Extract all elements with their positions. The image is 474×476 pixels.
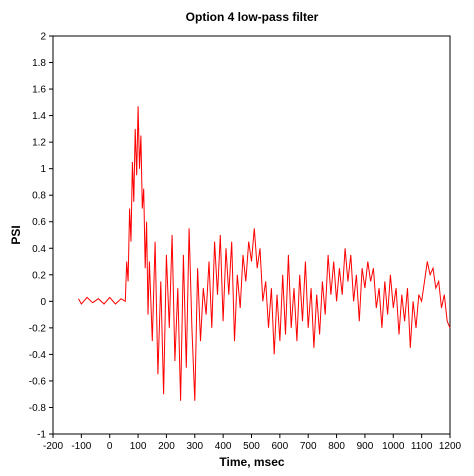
x-tick-label: 900: [357, 441, 374, 452]
x-tick-label: 1200: [439, 441, 462, 452]
y-tick-label: 1: [40, 164, 46, 175]
x-tick-label: 800: [328, 441, 345, 452]
x-tick-label: 200: [158, 441, 175, 452]
x-tick-label: 1000: [382, 441, 405, 452]
x-tick-label: 0: [107, 441, 113, 452]
y-tick-label: -0.2: [29, 323, 47, 334]
y-tick-label: 1.6: [32, 85, 46, 96]
x-tick-label: 700: [300, 441, 317, 452]
y-tick-label: 0.2: [32, 270, 46, 281]
x-axis: -200 -100 0 100 200 300 400 500 600 700 800 900 1000…: [43, 434, 462, 452]
x-tick-label: 600: [272, 441, 289, 452]
y-axis-label: PSI: [9, 225, 23, 244]
y-tick-label: 1.4: [32, 111, 46, 122]
y-tick-label: -1: [37, 430, 46, 441]
x-tick-label: 400: [215, 441, 232, 452]
x-tick-label: 1100: [411, 441, 433, 452]
y-tick-label: 1.2: [32, 138, 46, 149]
y-axis: -1 -0.8 -0.6 -0.4 -0.2 0 0.2 0.4 0.6 0.8 1 1.2 1.4 1.…: [29, 32, 53, 441]
y-tick-label: -0.6: [29, 376, 47, 387]
y-tick-label: 0.8: [32, 191, 46, 202]
plot-frame: [52, 35, 451, 435]
y-tick-label: -0.8: [29, 403, 47, 414]
x-tick-label: 500: [243, 441, 260, 452]
y-tick-label: 2: [40, 32, 46, 43]
y-tick-label: 0.4: [32, 244, 46, 255]
series-line-0: [78, 106, 451, 401]
y-tick-label: -0.4: [29, 350, 47, 361]
series-layer: [78, 106, 451, 401]
y-tick-label: 0: [40, 297, 46, 308]
x-tick-label: 100: [130, 441, 147, 452]
y-tick-label: 1.8: [32, 58, 46, 69]
chart-title: Option 4 low-pass filter: [186, 10, 319, 24]
x-axis-label: Time, msec: [219, 455, 284, 469]
x-tick-label: -200: [43, 441, 63, 452]
y-tick-label: 0.6: [32, 217, 46, 228]
x-tick-label: 300: [186, 441, 203, 452]
x-tick-label: -100: [71, 441, 91, 452]
